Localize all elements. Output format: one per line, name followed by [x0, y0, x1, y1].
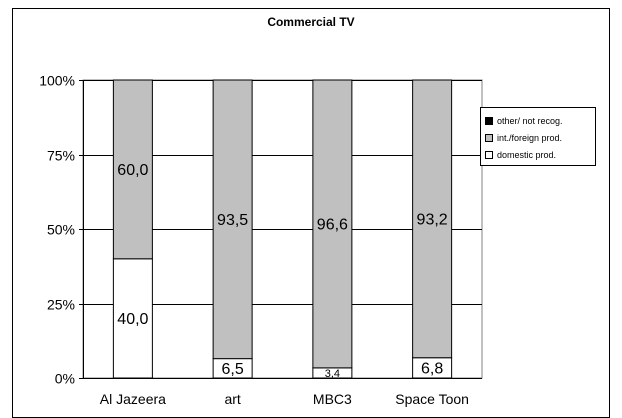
legend-label: other/ not recog. [497, 115, 563, 126]
legend-label: domestic prod. [497, 149, 557, 160]
data-label: 6,5 [222, 361, 244, 378]
legend-item: int./foreign prod. [485, 129, 595, 146]
y-tick-label: 25% [47, 297, 75, 313]
bar-segment [112, 79, 153, 260]
x-tick-label: Space Toon [395, 391, 469, 407]
bar-segment [412, 79, 453, 359]
data-label: 40,0 [117, 311, 148, 328]
stacked-bar-chart: 0% 25% 50% 75% 100% 40,0 60,0 Al Jazeera 6,5 93,5… [39, 73, 483, 407]
legend-swatch [485, 116, 493, 125]
legend-label: int./foreign prod. [497, 132, 563, 143]
x-tick-label: art [224, 391, 240, 407]
data-label: 6,8 [421, 361, 443, 378]
x-tick-label: MBC3 [313, 391, 352, 407]
legend-swatch [485, 150, 493, 159]
legend: other/ not recog. int./foreign prod. domes… [480, 107, 596, 166]
x-tick-label: Al Jazeera [100, 391, 166, 407]
y-tick-label: 75% [47, 148, 75, 164]
data-label: 93,5 [217, 212, 248, 229]
chart-title: Commercial TV [267, 15, 355, 29]
y-tick-label: 0% [55, 371, 75, 387]
bar-segment [112, 258, 153, 379]
legend-swatch [485, 133, 493, 142]
data-label: 60,0 [117, 162, 148, 179]
data-label: 3,4 [325, 368, 340, 380]
legend-item: domestic prod. [485, 146, 595, 163]
y-tick-label: 100% [39, 73, 75, 89]
data-label: 93,2 [417, 212, 448, 229]
y-tick-label: 50% [47, 222, 75, 238]
bar-segment [312, 79, 353, 369]
data-label: 96,6 [317, 217, 348, 234]
bar-segment [212, 79, 253, 360]
legend-item: other/ not recog. [485, 112, 595, 129]
